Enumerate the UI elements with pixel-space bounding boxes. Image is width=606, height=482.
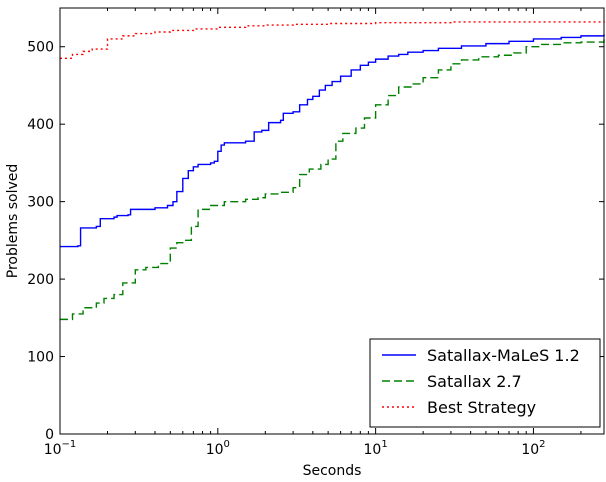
x-tick-label: 101 xyxy=(364,439,388,458)
y-tick-label: 0 xyxy=(45,427,54,443)
x-tick-label: 100 xyxy=(206,439,230,458)
y-tick-label: 500 xyxy=(27,40,54,56)
y-tick-label: 100 xyxy=(27,350,54,366)
y-tick-label: 300 xyxy=(27,195,54,211)
y-tick-label: 400 xyxy=(27,117,54,133)
plot-frame xyxy=(59,7,605,435)
series-line-2 xyxy=(60,38,605,321)
plot-area xyxy=(60,21,605,321)
axes: 0 100 200 300 400 500 10−1 100 101 102 xyxy=(27,7,605,458)
legend: Satallax-MaLeS 1.2 Satallax 2.7 Best Strat… xyxy=(369,338,601,428)
y-tick-label: 200 xyxy=(27,272,54,288)
legend-label-1: Satallax-MaLeS 1.2 xyxy=(427,346,580,365)
y-axis-label: Problems solved xyxy=(5,164,21,279)
x-tick-label: 10−1 xyxy=(44,439,77,458)
legend-label-3: Best Strategy xyxy=(427,398,536,417)
series-line-3 xyxy=(60,21,605,60)
x-tick-label: 102 xyxy=(521,439,545,458)
legend-box xyxy=(369,338,601,428)
legend-label-2: Satallax 2.7 xyxy=(427,372,522,391)
series-line-1 xyxy=(60,34,605,248)
x-axis-label: Seconds xyxy=(303,463,362,479)
